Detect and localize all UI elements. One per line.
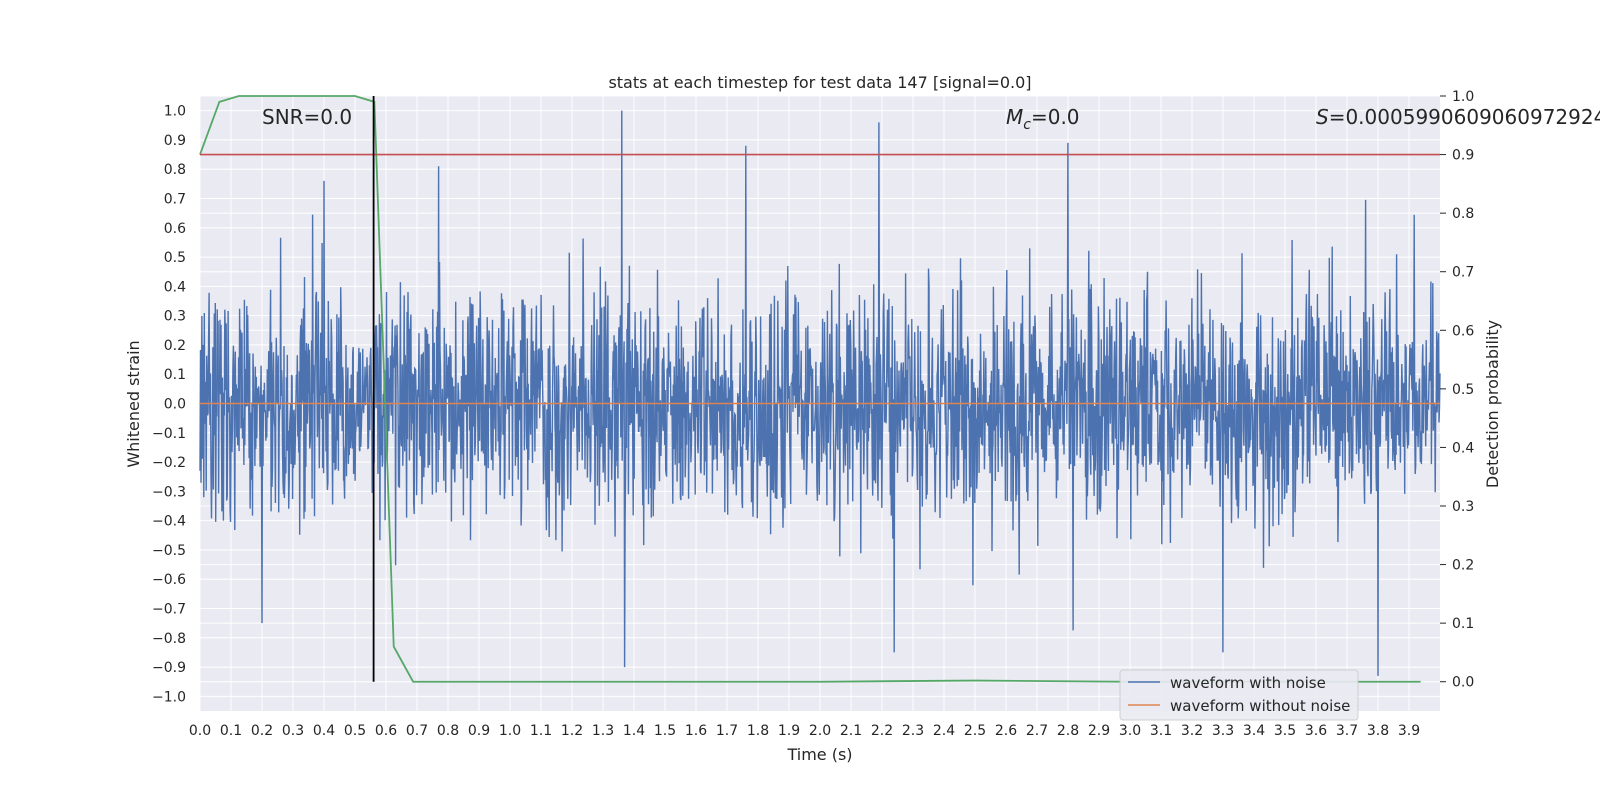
chirp-mass-subscript: c bbox=[1023, 117, 1031, 133]
s-annotation: S=0.0005990609060972924 bbox=[1316, 105, 1600, 129]
x-tick-label: 2.1 bbox=[840, 723, 862, 739]
s-symbol: S bbox=[1316, 105, 1329, 129]
x-tick-label: 2.3 bbox=[902, 723, 924, 739]
y2-tick-label: 1.0 bbox=[1452, 89, 1474, 105]
x-tick-label: 3.7 bbox=[1336, 723, 1358, 739]
legend: waveform with noise waveform without noi… bbox=[1119, 669, 1359, 721]
plot-area bbox=[199, 95, 1441, 683]
x-tick-label: 0.3 bbox=[282, 723, 304, 739]
legend-label-clean: waveform without noise bbox=[1170, 697, 1350, 715]
y2-tick-label: 0.2 bbox=[1452, 558, 1474, 574]
y2-tick-label: 0.7 bbox=[1452, 265, 1474, 281]
y-tick-label: 0.5 bbox=[164, 250, 186, 266]
y-tick-label: −0.4 bbox=[152, 514, 186, 530]
s-value: =0.0005990609060972924 bbox=[1329, 105, 1600, 129]
y2-tick-label: 0.0 bbox=[1452, 675, 1474, 691]
x-tick-label: 0.6 bbox=[375, 723, 397, 739]
x-tick-label: 1.5 bbox=[654, 723, 676, 739]
y-axis-label: Whitened strain bbox=[124, 340, 143, 467]
y-tick-label: 0.2 bbox=[164, 338, 186, 354]
x-tick-label: 1.7 bbox=[716, 723, 738, 739]
x-tick-label: 2.0 bbox=[809, 723, 831, 739]
y-tick-label: −0.6 bbox=[152, 572, 186, 588]
y-tick-label: 0.1 bbox=[164, 367, 186, 383]
x-axis-ticks: 0.0 0.1 0.2 0.3 0.4 0.5 0.6 0.7 0.8 0.9 1.0 1.1 1.2 1… bbox=[189, 723, 1420, 739]
y-tick-label: −0.3 bbox=[152, 484, 186, 500]
series-detection-probability bbox=[199, 95, 1421, 683]
chirp-mass-value: =0.0 bbox=[1031, 105, 1080, 129]
y-tick-label: −0.9 bbox=[152, 660, 186, 676]
series-waveform-with-noise bbox=[199, 110, 1441, 676]
y2-axis-label: Detection probability bbox=[1483, 320, 1502, 488]
y-axis-ticks: 1.0 0.9 0.8 0.7 0.6 0.5 0.4 0.3 0.2 0.1 0.0 −0.1 −0.… bbox=[152, 104, 186, 706]
y-tick-label: 0.6 bbox=[164, 221, 186, 237]
legend-box bbox=[1119, 669, 1359, 721]
x-tick-label: 0.8 bbox=[437, 723, 459, 739]
y-tick-label: −0.5 bbox=[152, 543, 186, 559]
x-tick-label: 1.4 bbox=[623, 723, 645, 739]
y-tick-label: 0.9 bbox=[164, 133, 186, 149]
x-tick-label: 0.9 bbox=[468, 723, 490, 739]
y-tick-label: −1.0 bbox=[152, 689, 186, 705]
x-tick-label: 2.4 bbox=[933, 723, 955, 739]
y2-axis-ticks: 1.0 0.9 0.8 0.7 0.6 0.5 0.4 0.3 0.2 0.1 0.0 bbox=[1440, 89, 1474, 691]
y-tick-label: 0.7 bbox=[164, 192, 186, 208]
x-tick-label: 2.6 bbox=[995, 723, 1017, 739]
y2-tick-label: 0.6 bbox=[1452, 323, 1474, 339]
y-tick-label: 0.3 bbox=[164, 309, 186, 325]
x-tick-label: 1.1 bbox=[530, 723, 552, 739]
chirp-mass-symbol: M bbox=[1006, 105, 1023, 129]
y2-tick-label: 0.8 bbox=[1452, 206, 1474, 222]
y-tick-label: 1.0 bbox=[164, 104, 186, 120]
x-tick-label: 2.9 bbox=[1088, 723, 1110, 739]
x-tick-label: 1.9 bbox=[778, 723, 800, 739]
x-tick-label: 1.0 bbox=[499, 723, 521, 739]
x-tick-label: 3.6 bbox=[1305, 723, 1327, 739]
snr-annotation: SNR=0.0 bbox=[262, 105, 352, 129]
x-tick-label: 1.3 bbox=[592, 723, 614, 739]
x-tick-label: 2.8 bbox=[1057, 723, 1079, 739]
x-tick-label: 3.5 bbox=[1274, 723, 1296, 739]
y2-tick-label: 0.9 bbox=[1452, 148, 1474, 164]
y2-tick-label: 0.5 bbox=[1452, 382, 1474, 398]
y-tick-label: −0.1 bbox=[152, 426, 186, 442]
legend-label-noise: waveform with noise bbox=[1170, 674, 1326, 692]
x-tick-label: 2.7 bbox=[1026, 723, 1048, 739]
x-tick-label: 3.1 bbox=[1150, 723, 1172, 739]
x-tick-label: 0.5 bbox=[344, 723, 366, 739]
x-tick-label: 3.2 bbox=[1181, 723, 1203, 739]
y-tick-label: −0.2 bbox=[152, 455, 186, 471]
x-axis-label: Time (s) bbox=[786, 745, 852, 764]
x-tick-label: 0.0 bbox=[189, 723, 211, 739]
x-tick-label: 0.7 bbox=[406, 723, 428, 739]
x-tick-label: 2.2 bbox=[871, 723, 893, 739]
y2-tick-label: 0.4 bbox=[1452, 440, 1474, 456]
chirp-mass-annotation: Mc=0.0 bbox=[1006, 105, 1080, 133]
x-tick-label: 3.8 bbox=[1367, 723, 1389, 739]
y-tick-label: 0.0 bbox=[164, 397, 186, 413]
x-tick-label: 0.1 bbox=[220, 723, 242, 739]
x-tick-label: 3.4 bbox=[1243, 723, 1265, 739]
x-tick-label: 1.8 bbox=[747, 723, 769, 739]
y-tick-label: −0.8 bbox=[152, 631, 186, 647]
x-tick-label: 0.4 bbox=[313, 723, 335, 739]
x-tick-label: 3.3 bbox=[1212, 723, 1234, 739]
x-tick-label: 0.2 bbox=[251, 723, 273, 739]
x-tick-label: 3.0 bbox=[1119, 723, 1141, 739]
y-tick-label: 0.4 bbox=[164, 279, 186, 295]
chart-title: stats at each timestep for test data 147… bbox=[608, 73, 1031, 92]
x-tick-label: 2.5 bbox=[964, 723, 986, 739]
y-tick-label: 0.8 bbox=[164, 162, 186, 178]
x-tick-label: 3.9 bbox=[1398, 723, 1420, 739]
y2-tick-label: 0.1 bbox=[1452, 616, 1474, 632]
x-tick-label: 1.2 bbox=[561, 723, 583, 739]
y2-tick-label: 0.3 bbox=[1452, 499, 1474, 515]
x-tick-label: 1.6 bbox=[685, 723, 707, 739]
y-tick-label: −0.7 bbox=[152, 602, 186, 618]
